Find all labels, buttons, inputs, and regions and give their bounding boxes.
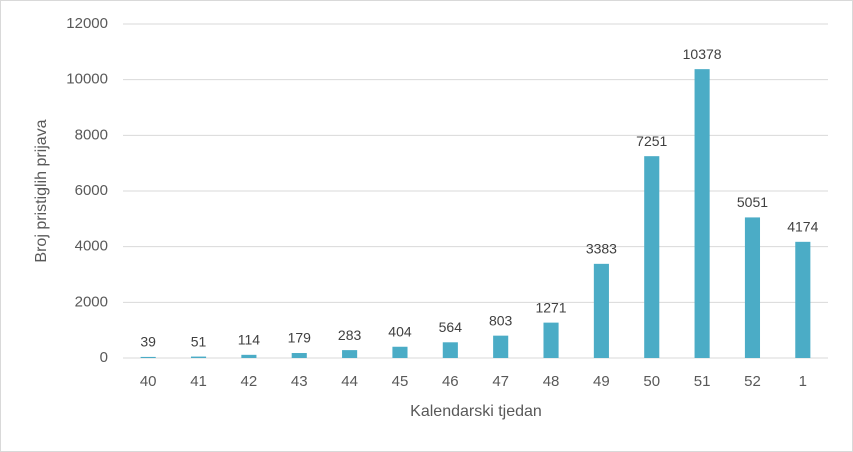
bar <box>493 335 509 358</box>
x-tick-label: 40 <box>140 373 157 390</box>
bar <box>644 156 660 358</box>
data-label: 564 <box>439 319 463 335</box>
data-label: 7251 <box>636 133 667 149</box>
y-tick-label: 2000 <box>75 293 108 310</box>
y-tick-label: 4000 <box>75 238 108 255</box>
bar <box>795 241 811 358</box>
y-tick-label: 8000 <box>75 126 108 143</box>
bar <box>392 346 408 358</box>
bar <box>342 350 358 358</box>
x-tick-label: 42 <box>241 373 258 390</box>
y-axis-title: Broj pristiglih prijava <box>33 119 50 262</box>
x-axis-title: Kalendarski tjedan <box>410 403 542 420</box>
data-label: 114 <box>238 332 261 348</box>
x-tick-label: 47 <box>492 373 509 390</box>
bar <box>744 217 761 358</box>
data-label: 10378 <box>683 46 722 62</box>
y-tick-label: 10000 <box>66 71 108 88</box>
data-label: 4174 <box>787 219 818 235</box>
y-tick-label: 12000 <box>66 15 108 32</box>
bar <box>190 356 207 358</box>
data-label: 1271 <box>535 299 566 315</box>
data-label: 51 <box>191 333 207 349</box>
data-label: 803 <box>489 312 513 328</box>
bar <box>241 354 257 358</box>
x-tick-label: 49 <box>593 373 610 390</box>
y-tick-label: 6000 <box>75 182 108 199</box>
x-tick-label: 48 <box>543 373 560 390</box>
x-tick-label: 45 <box>392 373 409 390</box>
x-tick-label: 43 <box>291 373 308 390</box>
bar <box>543 322 559 358</box>
x-tick-label: 46 <box>442 373 459 390</box>
data-label: 283 <box>338 327 362 343</box>
x-tick-label: 51 <box>694 373 711 390</box>
x-tick-label: 44 <box>341 373 358 390</box>
data-label: 404 <box>388 323 412 339</box>
x-tick-label: 52 <box>744 373 761 390</box>
y-tick-label: 0 <box>100 349 108 366</box>
bar <box>593 263 609 358</box>
data-label: 5051 <box>737 194 768 210</box>
data-label: 179 <box>288 330 312 346</box>
data-label: 39 <box>140 334 156 350</box>
x-tick-label: 41 <box>190 373 207 390</box>
data-label: 3383 <box>586 241 617 257</box>
bar <box>140 356 156 358</box>
bar <box>694 69 710 359</box>
bar <box>291 353 307 358</box>
x-tick-label: 1 <box>799 373 807 390</box>
x-tick-label: 50 <box>643 373 660 390</box>
bar <box>442 342 458 358</box>
